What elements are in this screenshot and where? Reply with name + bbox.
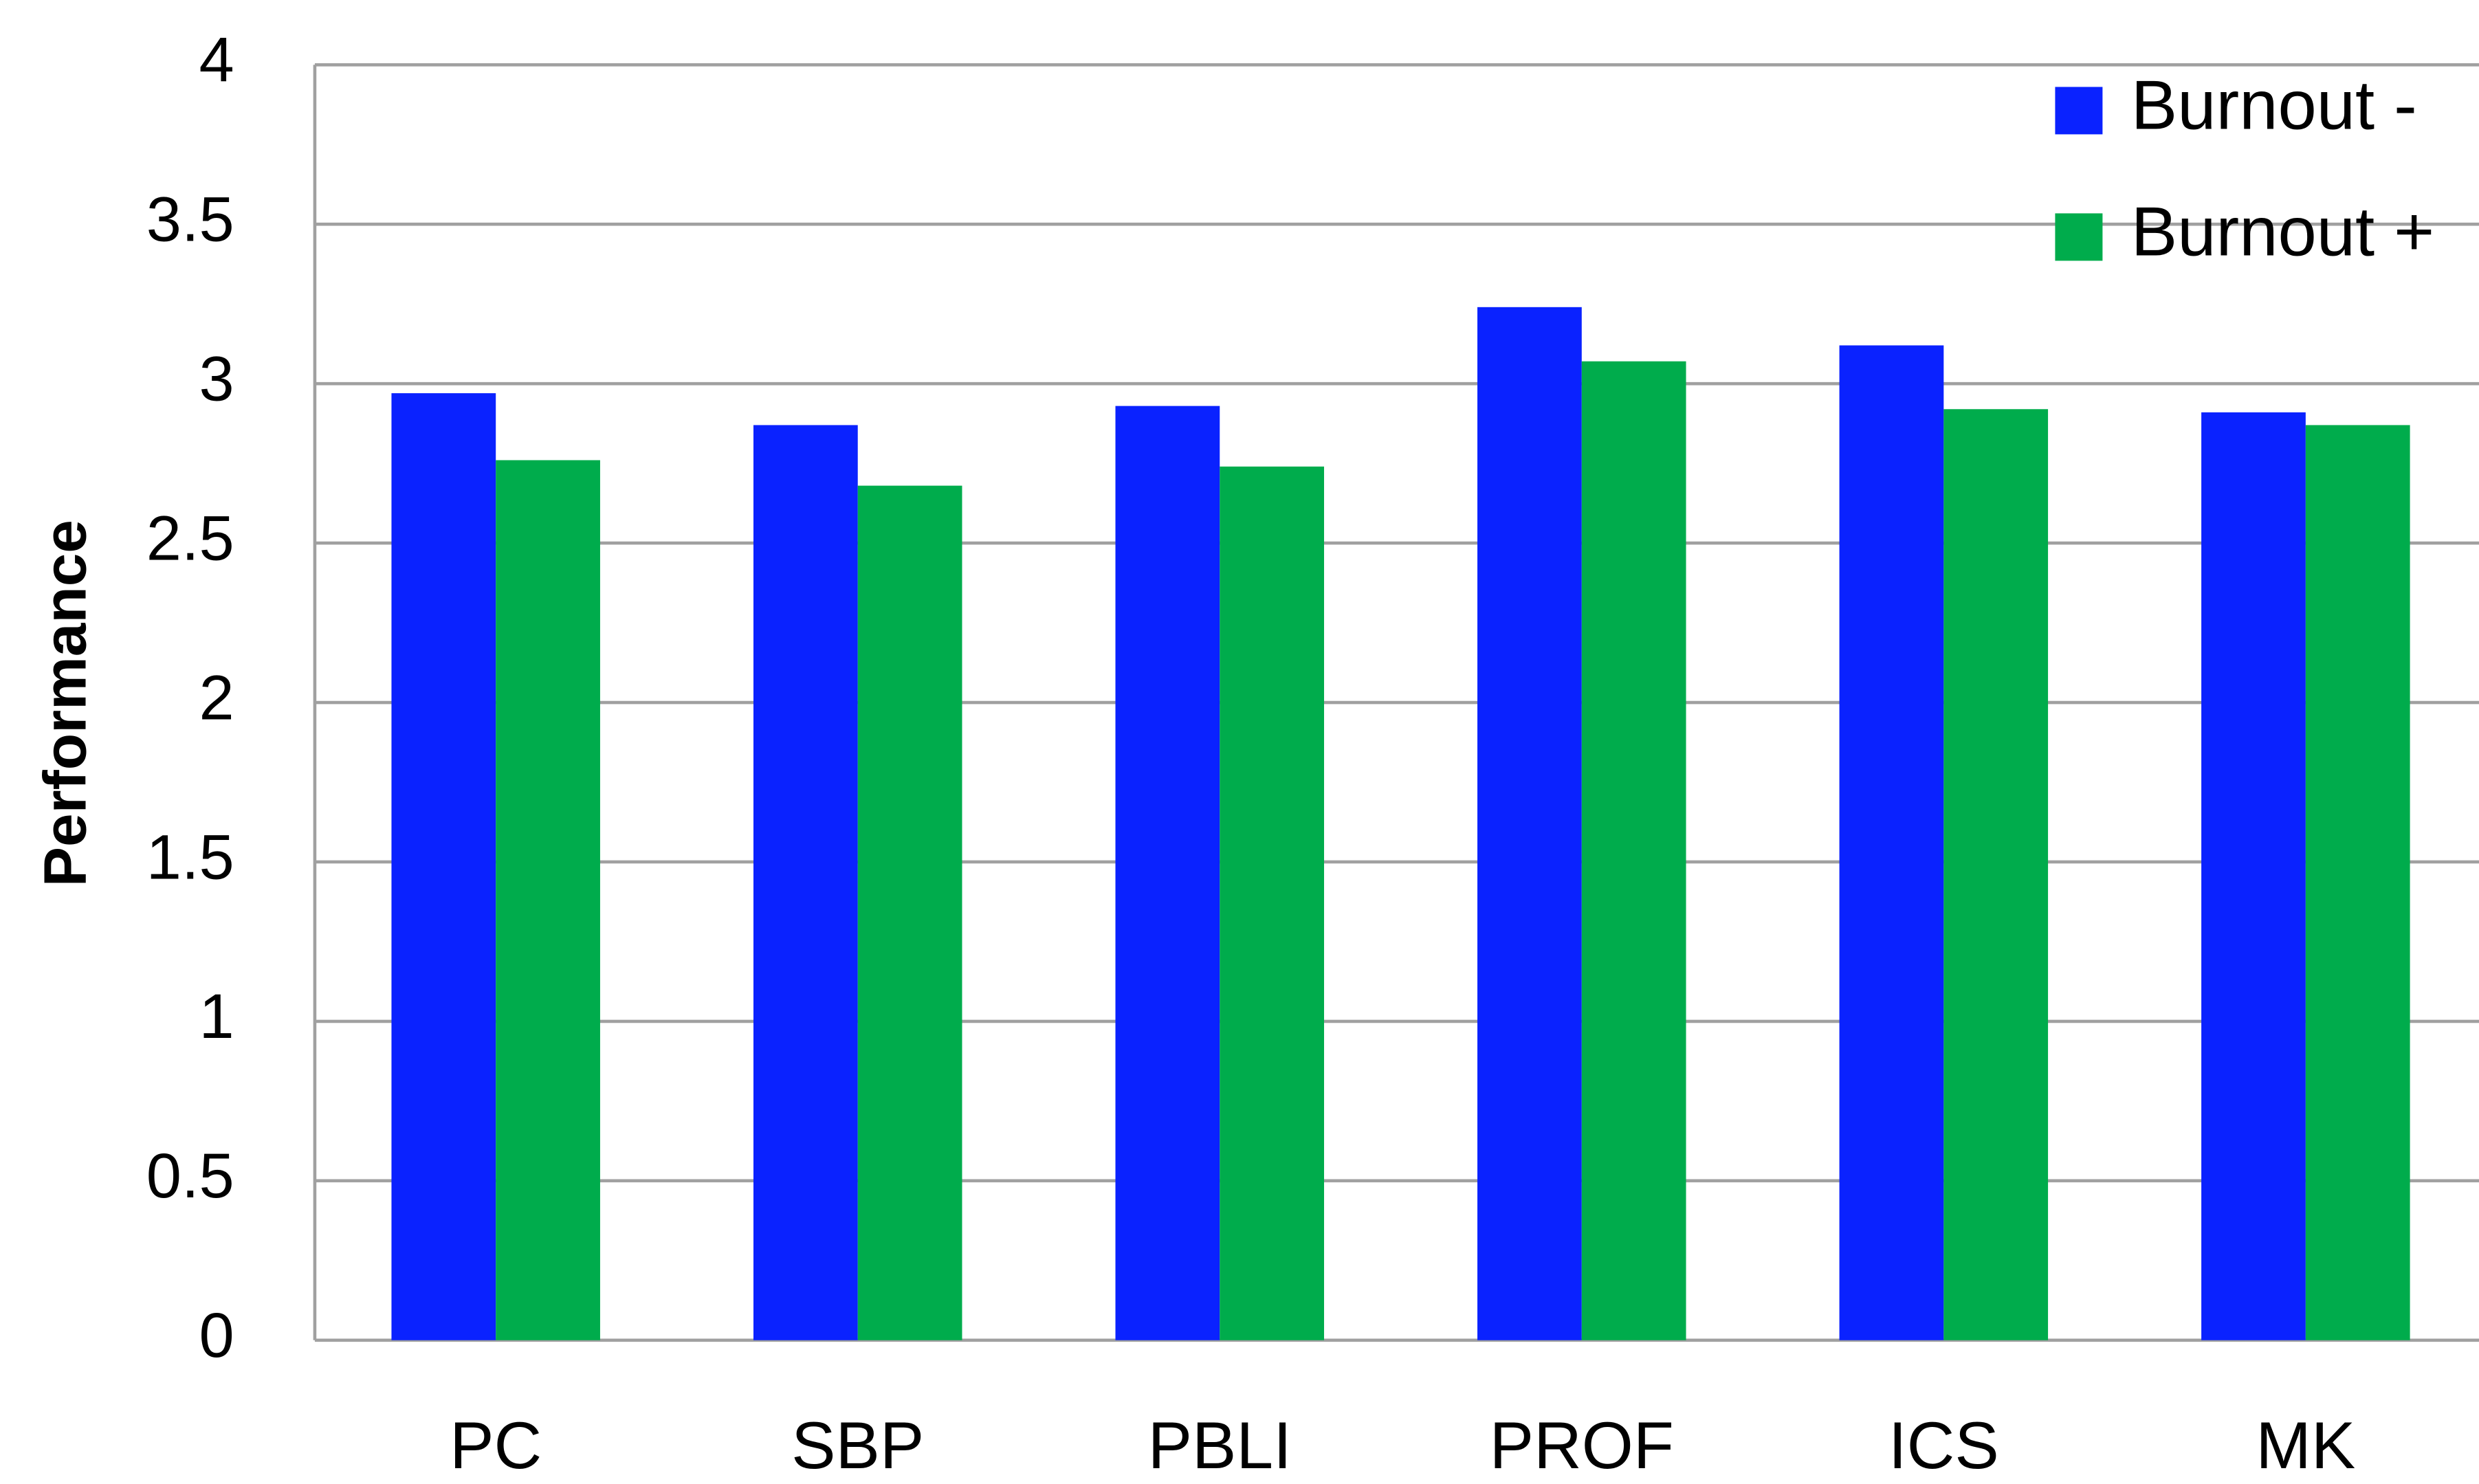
y-tick-label: 1.5 — [146, 822, 234, 892]
legend-swatch — [2055, 213, 2103, 261]
y-tick-label: 2.5 — [146, 503, 234, 573]
y-axis-label: Performance — [32, 520, 99, 887]
legend-swatch — [2055, 87, 2103, 135]
bar — [1477, 307, 1582, 1340]
x-tick-label: PROF — [1490, 1409, 1674, 1483]
x-tick-label: SBP — [791, 1409, 924, 1483]
y-tick-label: 3 — [199, 344, 234, 414]
bar — [2305, 425, 2410, 1340]
y-tick-label: 1 — [199, 982, 234, 1052]
bar — [496, 460, 600, 1340]
bar — [1115, 406, 1220, 1340]
bar — [753, 425, 858, 1340]
bar — [1943, 409, 2049, 1340]
bar — [1581, 361, 1686, 1340]
x-tick-label: PC — [450, 1409, 542, 1483]
x-tick-label: ICS — [1888, 1409, 1999, 1483]
bar — [391, 393, 496, 1340]
x-tick-label: PBLI — [1148, 1409, 1292, 1483]
y-tick-label: 4 — [199, 25, 234, 96]
bar — [1220, 466, 1325, 1340]
legend-label: Burnout + — [2131, 193, 2434, 271]
bar — [2201, 412, 2306, 1340]
x-tick-label: MK — [2256, 1409, 2355, 1483]
y-tick-label: 0 — [199, 1300, 234, 1371]
y-tick-label: 3.5 — [146, 185, 234, 255]
bar — [857, 485, 962, 1340]
legend-label: Burnout - — [2131, 67, 2417, 144]
y-tick-label: 0.5 — [146, 1141, 234, 1211]
bar — [1839, 345, 1944, 1340]
y-tick-label: 2 — [199, 663, 234, 733]
